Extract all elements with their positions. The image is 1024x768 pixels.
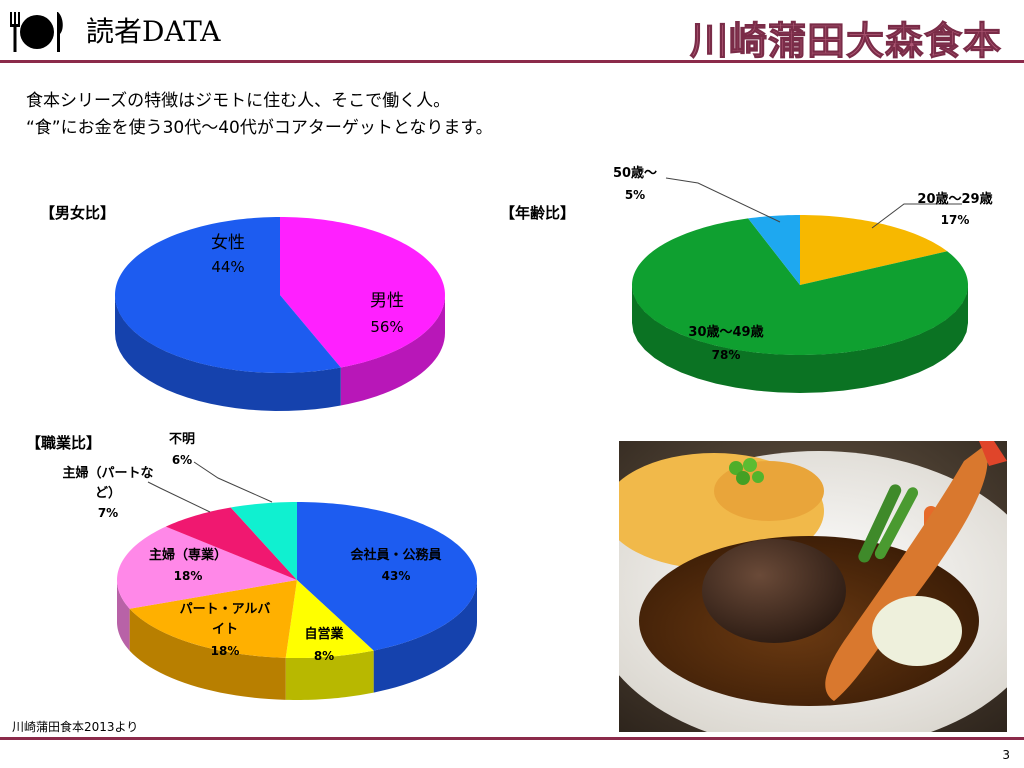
pie-side-wall	[285, 650, 374, 700]
tartar-sauce	[872, 596, 962, 666]
page-number: 3	[1002, 748, 1010, 762]
age-30-value: 78%	[712, 348, 741, 362]
jobs-unknown-leader-line	[193, 461, 273, 503]
intro-text: 食本シリーズの特徴はジモトに住む人、そこで働く人。 “食”にお金を使う30代～4…	[26, 88, 493, 142]
pie-slice	[280, 217, 445, 368]
age-chart-title: 【年齢比】	[500, 204, 576, 222]
pie-side-wall	[115, 295, 341, 411]
age-20-value: 17%	[941, 213, 970, 227]
intro-line-2: “食”にお金を使う30代～40代がコアターゲットとなります。	[26, 118, 493, 138]
jobs-employee-label: 会社員・公務員	[350, 547, 441, 563]
gender-male-label: 男性	[370, 291, 404, 311]
pie-side-wall	[632, 285, 968, 393]
intro-line-1: 食本シリーズの特徴はジモトに住む人、そこで働く人。	[26, 91, 451, 111]
jobs-housewife-label: 主婦（専業）	[149, 547, 227, 563]
jobs-employee-value: 43%	[382, 569, 411, 583]
gender-female-value: 44%	[211, 258, 244, 276]
jobs-unknown-label: 不明	[169, 432, 195, 447]
pie-slice	[165, 507, 297, 580]
occupation-chart-title: 【職業比】	[26, 434, 102, 452]
footer-divider	[0, 737, 1024, 740]
jobs-self-label: 自営業	[304, 626, 344, 642]
age-50-value: 5%	[625, 188, 645, 202]
pie-slice	[129, 580, 297, 658]
pie-side-wall	[340, 295, 445, 406]
age-pie-chart	[632, 215, 968, 393]
jobs-parttime-label-1: パート・アルバ	[180, 602, 271, 617]
pie-slice	[297, 502, 477, 651]
pie-slice	[748, 215, 800, 285]
pie-side-wall	[117, 580, 130, 651]
occupation-pie-chart	[117, 502, 477, 700]
pie-side-wall	[373, 580, 477, 693]
age-50-leader-line	[665, 177, 781, 223]
brand-logo-text: 川崎蒲田大森食本	[689, 18, 1002, 64]
gender-male-value: 56%	[370, 318, 403, 336]
jobs-parttime-label-2: イト	[212, 622, 238, 637]
pie-slice	[115, 217, 341, 373]
gender-pie-chart	[115, 217, 445, 411]
jobs-unknown-value: 6%	[172, 453, 192, 467]
pie-side-wall	[129, 608, 286, 700]
pie-slice	[117, 526, 297, 609]
jobs-part-housewife-leader-line	[147, 481, 211, 513]
pie-slice	[800, 215, 948, 285]
cutlery-plate-icon	[10, 12, 63, 52]
slide-title: 読者DATA	[86, 15, 221, 48]
fried-shrimp	[825, 446, 988, 701]
green-beans	[858, 484, 902, 563]
gender-chart-title: 【男女比】	[40, 204, 116, 222]
food-photo	[619, 441, 1007, 732]
pie-slice	[230, 502, 297, 580]
pie-slice	[632, 218, 968, 355]
age-50-label: 50歳～	[613, 165, 657, 181]
jobs-part-housewife-value: 7%	[98, 506, 118, 520]
header-divider	[0, 60, 1024, 63]
age-20-leader-line	[871, 203, 962, 229]
hamburg-steak	[702, 539, 846, 643]
gender-female-label: 女性	[211, 233, 245, 253]
jobs-housewife-value: 18%	[174, 569, 203, 583]
age-20-label: 20歳～29歳	[917, 191, 992, 207]
pie-slice	[285, 580, 374, 658]
jobs-self-value: 8%	[314, 649, 334, 663]
age-30-label: 30歳～49歳	[688, 324, 763, 340]
source-note: 川崎蒲田食本2013より	[12, 720, 139, 734]
jobs-part-housewife-label-2: ど）	[95, 485, 121, 501]
jobs-parttime-value: 18%	[211, 644, 240, 658]
jobs-part-housewife-label-1: 主婦（パートな	[62, 465, 153, 481]
